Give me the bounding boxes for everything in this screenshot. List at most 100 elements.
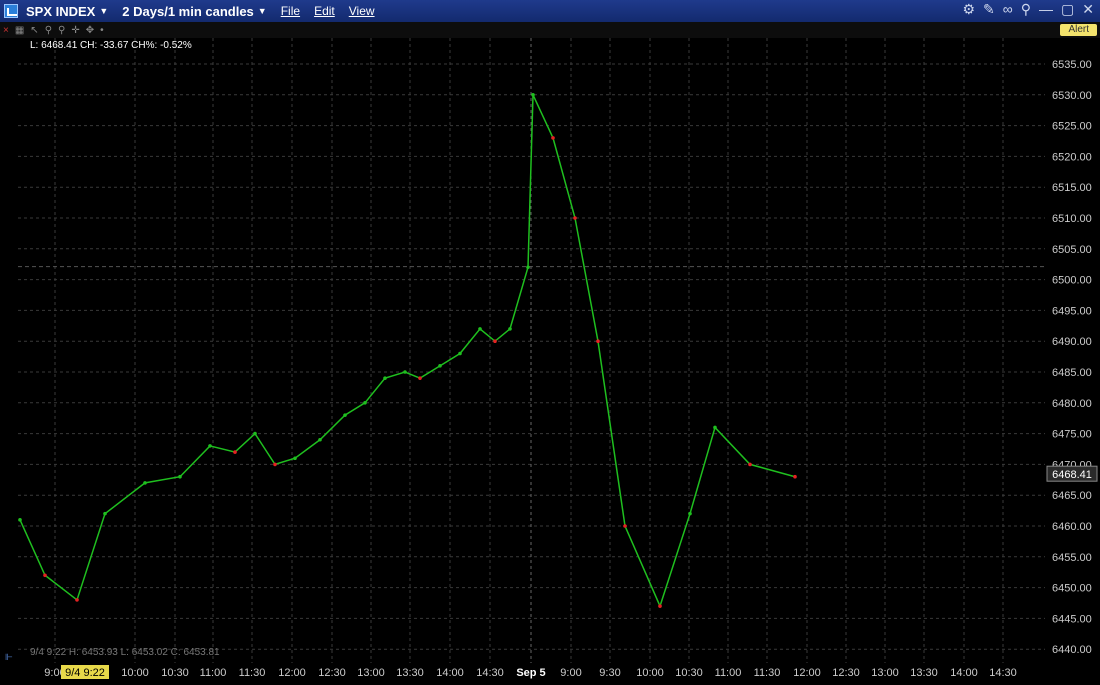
x-tick-label: 10:30 [161, 667, 189, 679]
price-point [178, 474, 182, 479]
chart-toolbar: × ▦ ↖ ⚲ ⚲ ✛ ✥ • [0, 22, 1100, 38]
price-point [526, 265, 530, 270]
x-tick-label: 9:00 [560, 667, 581, 679]
price-point [403, 370, 407, 374]
x-tick-label: 14:00 [950, 667, 978, 679]
close-icon[interactable]: ✕ [1082, 1, 1094, 17]
y-tick-label: 6450.00 [1052, 583, 1092, 595]
price-point [273, 462, 277, 467]
price-line [19, 94, 796, 609]
price-point [713, 425, 717, 430]
y-tick-label: 6460.00 [1052, 521, 1092, 533]
price-point [253, 431, 257, 436]
axis-marker-icon: ⊩ [5, 652, 13, 662]
price-point [658, 604, 662, 608]
price-point [551, 136, 555, 140]
x-tick-label: 11:00 [200, 667, 227, 679]
y-tick-label: 6500.00 [1052, 275, 1092, 287]
link-icon[interactable]: ∞ [1002, 1, 1013, 17]
x-tick-label: 12:30 [318, 667, 346, 679]
x-tick-label: Sep 5 [516, 667, 545, 679]
price-point [208, 444, 212, 448]
y-tick-label: 6530.00 [1052, 90, 1092, 102]
x-tick-label: 13:30 [396, 667, 424, 679]
cursor-icon[interactable]: ↖ [30, 24, 39, 36]
y-tick-label: 6440.00 [1052, 644, 1092, 656]
x-tick-label: 12:00 [793, 667, 821, 679]
price-point [458, 351, 462, 356]
price-point [318, 437, 322, 442]
y-tick-label: 6505.00 [1052, 244, 1092, 256]
price-point [418, 376, 422, 380]
x-tick-label: 14:00 [436, 667, 464, 679]
crosshair-icon[interactable]: ✛ [71, 24, 80, 36]
alert-button[interactable]: Alert [1060, 24, 1097, 36]
y-tick-label: 6515.00 [1052, 182, 1092, 194]
grid-icon[interactable]: ▦ [14, 24, 25, 36]
price-point [343, 413, 347, 417]
maximize-icon[interactable]: ▢ [1061, 1, 1075, 17]
menu-view[interactable]: View [348, 4, 375, 18]
y-tick-label: 6525.00 [1052, 121, 1092, 133]
menu-edit[interactable]: Edit [314, 4, 335, 18]
y-tick-label: 6465.00 [1052, 490, 1092, 502]
price-point [18, 518, 22, 522]
timeframe-dropdown-icon[interactable]: ▼ [257, 6, 267, 16]
price-point [508, 327, 512, 331]
zoom-in-icon[interactable]: ⚲ [44, 24, 53, 36]
price-point [573, 216, 577, 220]
price-point [143, 481, 147, 485]
settings-icon[interactable]: ⚙ [962, 1, 976, 17]
wrench-icon[interactable]: ✎ [983, 1, 995, 17]
move-icon[interactable]: ✥ [85, 24, 95, 36]
timeframe-selector[interactable]: 2 Days/1 min candles [122, 3, 254, 19]
price-point [493, 339, 497, 344]
y-tick-label: 6490.00 [1052, 336, 1092, 348]
price-summary: L: 6468.41 CH: -33.67 CH%: -0.52% [30, 40, 192, 51]
x-tick-label: 13:00 [871, 667, 899, 679]
crosshair-time-badge [61, 665, 109, 679]
price-point [596, 339, 600, 344]
title-bar: SPX INDEX ▼ 2 Days/1 min candles ▼ File … [0, 0, 1100, 22]
price-point [478, 327, 482, 331]
x-tick-label: 10:00 [121, 667, 149, 679]
x-tick-label: 9:30 [599, 667, 620, 679]
price-point [43, 573, 47, 578]
price-chart[interactable]: 6440.00 6445.00 6450.00 6455.00 6460.00 6465.… [0, 38, 1100, 685]
price-point [793, 474, 797, 479]
app-chart-icon [4, 4, 18, 18]
price-point [748, 462, 752, 467]
x-tick-label: 11:00 [715, 667, 742, 679]
price-point [293, 456, 297, 461]
x-tick-label: 10:30 [675, 667, 703, 679]
x-tick-label: 13:00 [357, 667, 385, 679]
x-tick-label: 10:00 [636, 667, 664, 679]
minimize-icon[interactable]: — [1039, 1, 1054, 17]
y-tick-label: 6520.00 [1052, 151, 1092, 163]
price-point [75, 598, 79, 602]
price-point [233, 450, 237, 454]
price-point [623, 524, 627, 528]
symbol-dropdown-icon[interactable]: ▼ [99, 6, 109, 16]
price-point [688, 511, 692, 516]
x-tick-label: 12:00 [278, 667, 306, 679]
crosshair-ohlc: 9/4 9:22 H: 6453.93 L: 6453.02 C: 6453.8… [30, 647, 220, 658]
price-point [103, 511, 107, 516]
price-point [363, 401, 367, 405]
y-tick-label: 6485.00 [1052, 367, 1092, 379]
x-tick-label: 12:30 [832, 667, 860, 679]
y-tick-label: 6445.00 [1052, 613, 1092, 625]
symbol-selector[interactable]: SPX INDEX [26, 3, 96, 19]
x-tick-label: 9:00 [44, 667, 65, 679]
price-point [383, 376, 387, 380]
last-price-label: 6468.41 [1052, 469, 1092, 481]
zoom-out-icon[interactable]: ⚲ [58, 24, 66, 36]
menu-file[interactable]: File [280, 4, 301, 18]
pin-icon[interactable]: ⚲ [1020, 1, 1032, 17]
y-tick-label: 6480.00 [1052, 398, 1092, 410]
y-tick-label: 6510.00 [1052, 213, 1092, 225]
close-panel-icon[interactable]: × [3, 24, 9, 36]
y-tick-label: 6535.00 [1052, 59, 1092, 71]
y-tick-label: 6455.00 [1052, 552, 1092, 564]
dot-icon[interactable]: • [100, 24, 104, 36]
